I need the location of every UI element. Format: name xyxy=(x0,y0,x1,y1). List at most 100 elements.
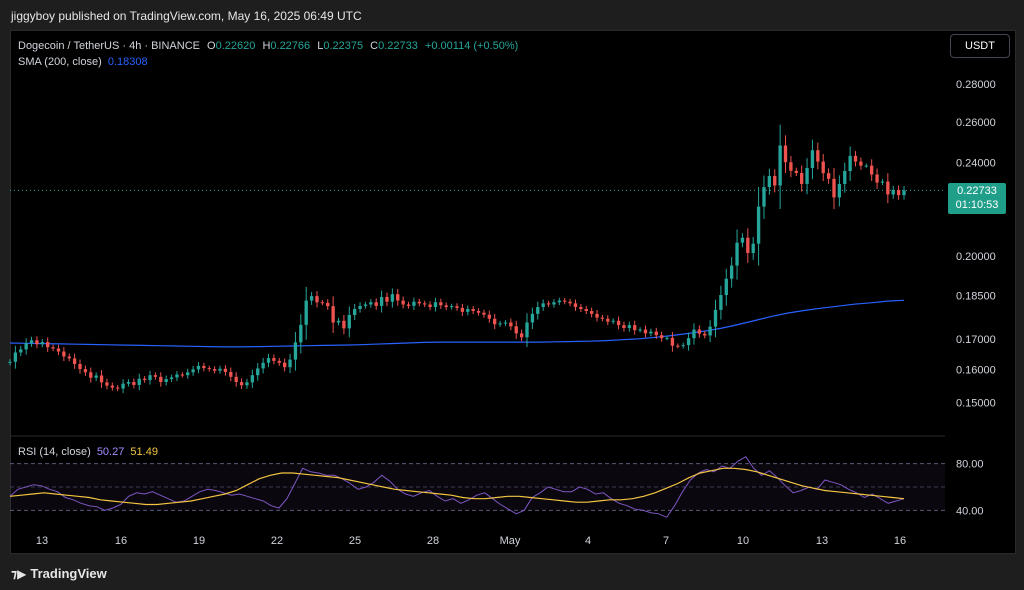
candle-body xyxy=(487,314,491,319)
candle-body xyxy=(444,305,448,308)
candle-body xyxy=(83,369,88,373)
candle-body xyxy=(29,340,34,344)
candle-body xyxy=(643,329,648,334)
candle-body xyxy=(870,165,874,175)
candle-body xyxy=(826,173,831,179)
sma-legend: SMA (200, close) 0.18308 xyxy=(18,56,148,68)
rsi-ma-value: 51.49 xyxy=(130,446,158,458)
footer-brand-text: TradingView xyxy=(30,566,107,581)
candle-body xyxy=(896,189,901,196)
candle-body xyxy=(460,307,465,312)
candle-body xyxy=(665,337,669,339)
time-axis-tick: 13 xyxy=(816,535,828,547)
candle-body xyxy=(358,305,362,310)
candle-body xyxy=(250,375,255,383)
candle-body xyxy=(256,368,260,376)
candle-body xyxy=(848,155,852,172)
candle-body xyxy=(633,325,637,331)
candle-body xyxy=(309,296,314,301)
candle-body xyxy=(670,337,675,346)
candle-body xyxy=(234,376,238,383)
price-axis-tick: 0.24000 xyxy=(956,158,996,170)
candle-body xyxy=(132,382,136,385)
candle-body xyxy=(169,377,174,380)
candle-body xyxy=(67,356,71,359)
candle-body xyxy=(875,174,879,183)
time-axis-tick: 16 xyxy=(115,535,127,547)
candle-body xyxy=(546,303,551,305)
candle-body xyxy=(315,296,319,303)
candle-body xyxy=(843,171,847,184)
candle-body xyxy=(423,303,427,305)
symbol-legend: Dogecoin / TetherUS · 4h · BINANCE O 0.22… xyxy=(18,40,518,52)
candle-body xyxy=(110,385,114,388)
candle-body xyxy=(385,296,389,302)
time-axis-tick: 25 xyxy=(349,535,361,547)
candle-body xyxy=(789,162,793,171)
candle-body xyxy=(218,368,222,371)
candle-body xyxy=(584,309,588,311)
candle-body xyxy=(299,324,303,343)
candle-body xyxy=(751,243,755,253)
candle-body xyxy=(401,300,405,305)
change-value: +0.00114 (+0.50%) xyxy=(424,40,519,52)
footer-brand[interactable]: ⁊▶ TradingView xyxy=(11,566,107,581)
chart-frame[interactable] xyxy=(10,30,1016,554)
candle-body xyxy=(293,342,298,360)
candle-body xyxy=(19,349,23,353)
open-label: O xyxy=(207,40,216,52)
candle-body xyxy=(369,302,373,305)
candle-body xyxy=(223,368,228,372)
symbol-name: Dogecoin / TetherUS · 4h · BINANCE xyxy=(18,40,200,52)
candle-body xyxy=(412,301,416,306)
low-value: 0.22375 xyxy=(323,40,364,52)
price-axis-tick: 0.17000 xyxy=(956,334,996,346)
candle-body xyxy=(331,306,335,323)
currency-button[interactable]: USDT xyxy=(950,34,1010,58)
candle-body xyxy=(778,145,782,186)
candle-body xyxy=(277,360,281,363)
candle-body xyxy=(379,296,384,306)
candle-body xyxy=(180,374,185,376)
candle-body xyxy=(853,155,858,162)
candle-body xyxy=(396,294,400,301)
candle-body xyxy=(519,333,524,338)
candle-body xyxy=(832,178,836,198)
sma-label: SMA (200, close) xyxy=(18,56,102,68)
candle-body xyxy=(600,317,605,319)
candle-body xyxy=(756,206,761,244)
candle-body xyxy=(493,318,497,325)
candle-body xyxy=(153,375,158,377)
candle-body xyxy=(703,333,707,336)
candle-body xyxy=(713,309,718,327)
candle-body xyxy=(729,265,734,279)
candle-body xyxy=(212,369,217,371)
time-axis-tick: 19 xyxy=(193,535,205,547)
candle-body xyxy=(336,320,341,323)
candle-body xyxy=(428,304,432,308)
candle-body xyxy=(476,310,481,313)
candle-body xyxy=(573,303,578,308)
close-label: C xyxy=(370,40,379,52)
candle-body xyxy=(864,165,868,167)
rsi-value: 50.27 xyxy=(96,446,125,458)
candle-body xyxy=(859,161,863,166)
high-value: 0.22766 xyxy=(270,40,311,52)
candle-body xyxy=(902,190,906,196)
time-axis-tick: May xyxy=(500,535,521,547)
candle-body xyxy=(692,329,696,339)
last-price-label: 0.22733 01:10:53 xyxy=(948,183,1006,214)
candle-body xyxy=(783,145,788,163)
publisher-line: jiggyboy published on TradingView.com, M… xyxy=(11,9,362,23)
candle-body xyxy=(886,181,890,195)
candle-body xyxy=(417,301,421,304)
candle-body xyxy=(816,150,820,162)
candle-body xyxy=(207,368,211,370)
price-axis-tick: 0.28000 xyxy=(956,79,996,91)
candle-body xyxy=(606,318,610,322)
candle-body xyxy=(589,310,594,314)
candle-body xyxy=(272,358,276,361)
candle-body xyxy=(837,183,842,198)
candle-body xyxy=(686,338,691,346)
